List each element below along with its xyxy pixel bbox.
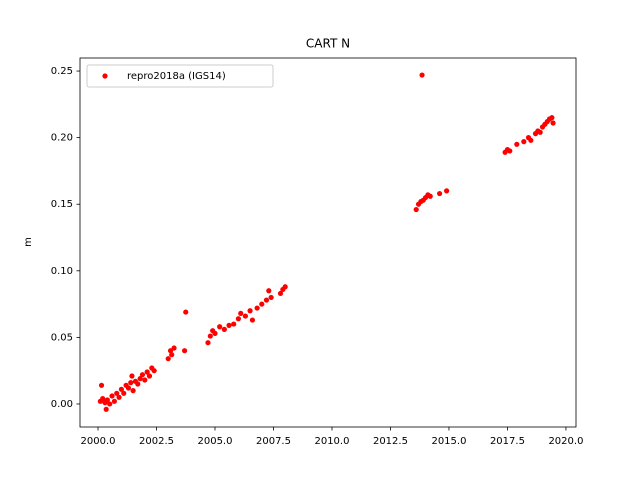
- data-point: [266, 288, 272, 294]
- x-tick-label: 2012.5: [373, 436, 408, 447]
- x-tick-label: 2002.5: [139, 436, 174, 447]
- data-point: [144, 369, 150, 375]
- data-point: [437, 190, 443, 197]
- data-point: [125, 385, 132, 391]
- x-tick-label: 2007.5: [256, 436, 291, 447]
- plot-frame: [79, 57, 577, 428]
- data-point: [259, 301, 265, 307]
- data-point: [254, 305, 260, 311]
- data-point: [221, 326, 227, 332]
- data-point: [130, 388, 136, 394]
- data-point: [137, 376, 143, 382]
- data-point: [103, 406, 109, 412]
- y-axis-label: m: [23, 237, 34, 247]
- data-point: [217, 324, 223, 330]
- data-point: [165, 356, 171, 362]
- data-point: [100, 396, 106, 402]
- data-point: [104, 397, 110, 403]
- data-point: [444, 188, 450, 194]
- data-point: [98, 382, 105, 388]
- x-tick-label: 2005.0: [197, 436, 232, 447]
- data-point: [142, 377, 148, 383]
- data-point: [111, 398, 117, 404]
- x-tick-label: 2020.0: [548, 436, 583, 447]
- y-tick-label: 0.10: [51, 266, 73, 277]
- data-point: [242, 313, 249, 319]
- data-point: [277, 290, 284, 297]
- x-tick-label: 2017.5: [490, 436, 525, 447]
- data-point: [109, 393, 115, 399]
- legend-marker: [102, 73, 108, 79]
- data-point: [169, 352, 175, 358]
- data-point: [521, 139, 527, 145]
- data-point: [268, 294, 274, 301]
- data-point: [121, 390, 127, 396]
- data-point: [146, 373, 153, 379]
- x-tick-label: 2010.0: [314, 436, 349, 447]
- data-point: [528, 137, 534, 143]
- data-point: [550, 120, 556, 126]
- data-point: [212, 330, 218, 336]
- data-point: [116, 394, 122, 400]
- data-point: [507, 148, 513, 154]
- x-tick-label: 2000.0: [81, 436, 116, 447]
- data-point: [205, 340, 211, 346]
- data-point: [514, 141, 520, 147]
- data-point: [537, 129, 543, 135]
- data-point: [238, 310, 244, 317]
- legend-box: [86, 64, 274, 88]
- data-point: [247, 308, 253, 314]
- data-point: [118, 386, 125, 392]
- data-point: [183, 309, 189, 315]
- data-point: [181, 348, 188, 354]
- data-point: [419, 72, 425, 78]
- y-tick-label: 0.25: [51, 66, 73, 77]
- data-point: [282, 284, 288, 290]
- y-tick-label: 0.05: [51, 332, 73, 343]
- data-point: [171, 345, 177, 351]
- data-point: [231, 321, 237, 327]
- legend-label: repro2018a (IGS14): [127, 71, 226, 82]
- data-point: [207, 333, 213, 339]
- data-point: [135, 381, 141, 387]
- y-tick-label: 0.15: [51, 199, 73, 210]
- data-point: [427, 193, 433, 199]
- y-tick-label: 0.00: [51, 399, 73, 410]
- data-point: [235, 316, 241, 322]
- y-tick-label: 0.20: [51, 133, 73, 144]
- data-point: [129, 373, 135, 379]
- data-point: [249, 317, 256, 323]
- chart-title: CART N: [306, 37, 350, 51]
- data-point: [139, 372, 146, 378]
- data-point: [413, 206, 419, 213]
- data-point: [151, 368, 157, 374]
- data-point: [263, 297, 270, 303]
- data-point: [549, 115, 555, 121]
- data-point: [107, 401, 113, 407]
- data-point: [226, 322, 232, 328]
- data-point: [114, 390, 120, 396]
- x-tick-label: 2015.0: [431, 436, 466, 447]
- data-point: [128, 380, 134, 386]
